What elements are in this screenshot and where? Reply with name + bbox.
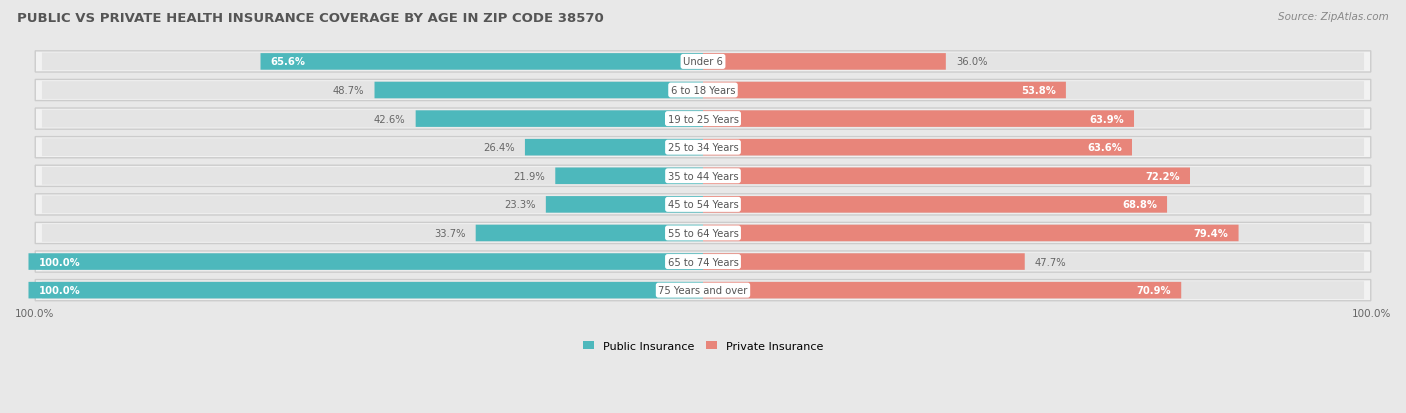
Text: 19 to 25 Years: 19 to 25 Years [668,114,738,124]
FancyBboxPatch shape [35,223,1371,244]
Text: 6 to 18 Years: 6 to 18 Years [671,86,735,96]
FancyBboxPatch shape [42,110,1364,128]
FancyBboxPatch shape [42,139,1364,157]
FancyBboxPatch shape [42,225,1364,242]
FancyBboxPatch shape [42,168,1364,185]
FancyBboxPatch shape [35,280,1371,301]
Text: 23.3%: 23.3% [505,200,536,210]
FancyBboxPatch shape [35,109,1371,130]
FancyBboxPatch shape [703,54,946,71]
FancyBboxPatch shape [703,111,1135,128]
Text: 63.6%: 63.6% [1087,143,1122,153]
FancyBboxPatch shape [555,168,703,185]
FancyBboxPatch shape [42,282,1364,299]
Text: 100.0%: 100.0% [38,285,80,295]
Legend: Public Insurance, Private Insurance: Public Insurance, Private Insurance [579,337,827,356]
Text: 79.4%: 79.4% [1194,228,1229,238]
FancyBboxPatch shape [260,54,703,71]
FancyBboxPatch shape [703,197,1167,213]
FancyBboxPatch shape [703,282,1181,299]
FancyBboxPatch shape [546,197,703,213]
FancyBboxPatch shape [28,282,703,299]
Text: 70.9%: 70.9% [1136,285,1171,295]
Text: 55 to 64 Years: 55 to 64 Years [668,228,738,238]
FancyBboxPatch shape [524,140,703,156]
FancyBboxPatch shape [28,254,703,270]
FancyBboxPatch shape [416,111,703,128]
FancyBboxPatch shape [35,166,1371,187]
FancyBboxPatch shape [35,137,1371,159]
Text: 65.6%: 65.6% [270,57,305,67]
Text: 36.0%: 36.0% [956,57,987,67]
Text: 72.2%: 72.2% [1146,171,1180,181]
FancyBboxPatch shape [42,53,1364,71]
Text: 75 Years and over: 75 Years and over [658,285,748,295]
Text: 25 to 34 Years: 25 to 34 Years [668,143,738,153]
FancyBboxPatch shape [374,83,703,99]
Text: Under 6: Under 6 [683,57,723,67]
Text: 100.0%: 100.0% [15,308,55,318]
Text: 45 to 54 Years: 45 to 54 Years [668,200,738,210]
Text: 68.8%: 68.8% [1122,200,1157,210]
FancyBboxPatch shape [35,80,1371,101]
Text: 47.7%: 47.7% [1035,257,1067,267]
Text: 53.8%: 53.8% [1021,86,1056,96]
Text: 21.9%: 21.9% [513,171,546,181]
FancyBboxPatch shape [42,196,1364,214]
FancyBboxPatch shape [703,225,1239,242]
Text: 63.9%: 63.9% [1090,114,1123,124]
Text: 100.0%: 100.0% [1351,308,1391,318]
FancyBboxPatch shape [475,225,703,242]
FancyBboxPatch shape [35,252,1371,273]
Text: 33.7%: 33.7% [434,228,465,238]
Text: PUBLIC VS PRIVATE HEALTH INSURANCE COVERAGE BY AGE IN ZIP CODE 38570: PUBLIC VS PRIVATE HEALTH INSURANCE COVER… [17,12,603,25]
Text: 48.7%: 48.7% [333,86,364,96]
FancyBboxPatch shape [703,140,1132,156]
FancyBboxPatch shape [703,254,1025,270]
FancyBboxPatch shape [35,195,1371,216]
FancyBboxPatch shape [703,168,1189,185]
Text: 35 to 44 Years: 35 to 44 Years [668,171,738,181]
FancyBboxPatch shape [42,82,1364,100]
FancyBboxPatch shape [703,83,1066,99]
FancyBboxPatch shape [35,52,1371,73]
Text: 100.0%: 100.0% [38,257,80,267]
FancyBboxPatch shape [42,253,1364,271]
Text: 26.4%: 26.4% [484,143,515,153]
Text: Source: ZipAtlas.com: Source: ZipAtlas.com [1278,12,1389,22]
Text: 42.6%: 42.6% [374,114,405,124]
Text: 65 to 74 Years: 65 to 74 Years [668,257,738,267]
